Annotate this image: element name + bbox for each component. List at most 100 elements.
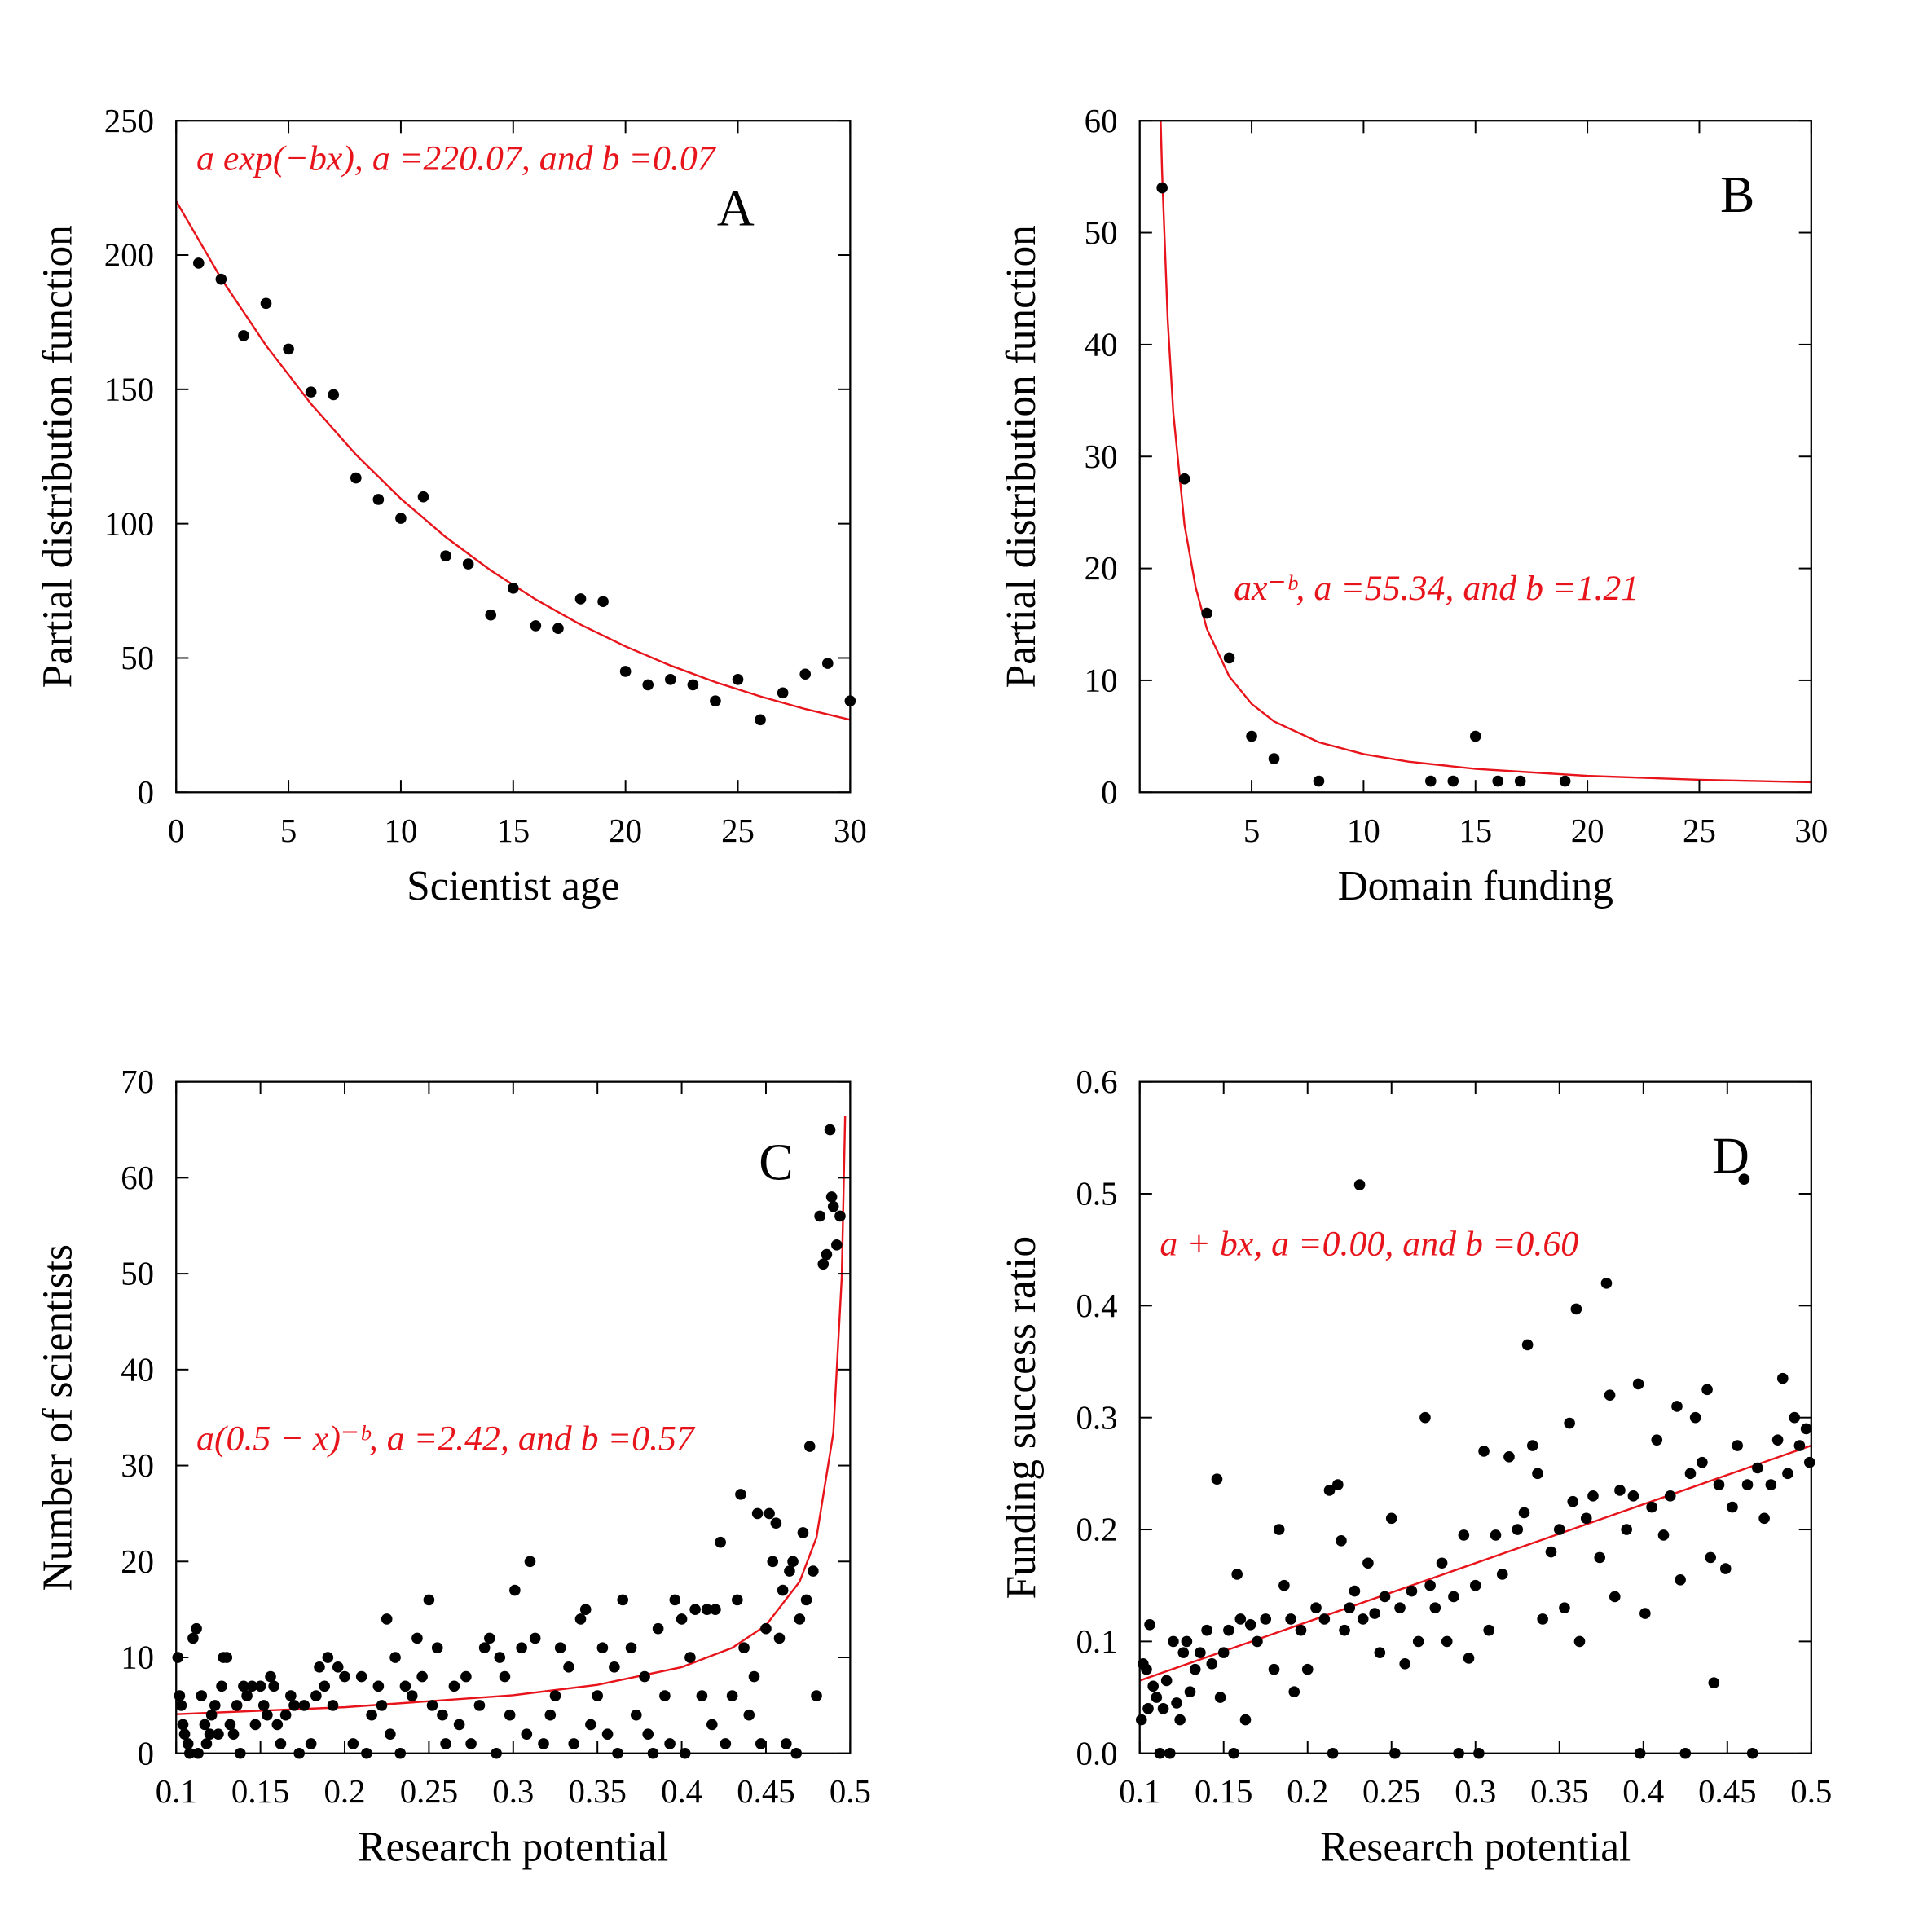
point: [1469, 1579, 1481, 1591]
y-tick-label: 40: [121, 1351, 154, 1388]
y-tick-label: 30: [121, 1447, 154, 1484]
point: [787, 1556, 799, 1568]
point: [784, 1565, 795, 1577]
plot-frame: [1138, 1080, 1812, 1754]
point: [509, 1584, 521, 1596]
point: [574, 1613, 587, 1625]
point: [735, 1489, 746, 1500]
point: [484, 1632, 495, 1644]
point: [196, 1690, 208, 1701]
y-tick-label: 100: [104, 505, 154, 542]
point: [630, 1709, 642, 1721]
point: [1141, 1663, 1152, 1675]
point: [462, 558, 474, 570]
point: [579, 1604, 592, 1615]
point: [524, 1556, 536, 1568]
point: [1268, 753, 1280, 764]
point: [182, 1738, 194, 1749]
point: [530, 620, 542, 632]
point: [215, 273, 227, 285]
point: [257, 1700, 270, 1711]
point: [381, 1613, 393, 1625]
point: [710, 695, 721, 707]
point: [592, 1690, 603, 1701]
point: [1211, 1473, 1223, 1485]
point: [1793, 1440, 1806, 1451]
point: [350, 472, 362, 484]
point: [1171, 1697, 1182, 1709]
point: [1223, 1624, 1234, 1636]
x-tick-label: 30: [1794, 812, 1828, 849]
point: [200, 1738, 213, 1749]
point: [1362, 1557, 1374, 1569]
point: [216, 1680, 227, 1692]
x-tick-label: 0.3: [492, 1773, 534, 1810]
point: [831, 1239, 843, 1251]
point: [1394, 1602, 1406, 1613]
point: [460, 1670, 472, 1683]
point: [1697, 1456, 1708, 1468]
point: [1374, 1647, 1386, 1658]
point: [1664, 1490, 1676, 1502]
x-tick-label: 5: [1243, 812, 1260, 849]
point: [310, 1690, 322, 1701]
point: [597, 596, 609, 608]
point: [554, 1642, 566, 1654]
point: [1144, 1618, 1155, 1631]
y-tick-label: 70: [121, 1063, 154, 1100]
point: [285, 1690, 297, 1701]
point: [465, 1738, 477, 1749]
x-tick-label: 0.4: [661, 1773, 702, 1810]
point: [1651, 1434, 1663, 1446]
x-tick-label: 0.35: [568, 1773, 626, 1810]
x-tick-label: 0.45: [737, 1773, 794, 1810]
point: [1332, 1479, 1344, 1490]
x-tick-label: 0.4: [1622, 1773, 1664, 1810]
point: [494, 1652, 506, 1663]
point: [385, 1728, 396, 1741]
point: [1399, 1658, 1411, 1670]
x-tick-label: 0.5: [830, 1773, 871, 1810]
point: [372, 494, 385, 505]
y-axis-label: Funding success ratio: [998, 1236, 1045, 1599]
point: [1278, 1579, 1290, 1591]
point: [177, 1719, 189, 1731]
point: [794, 1613, 806, 1625]
point: [1234, 1613, 1247, 1625]
point: [1369, 1608, 1380, 1619]
point: [1318, 1613, 1331, 1625]
point: [1223, 652, 1235, 664]
point: [406, 1690, 418, 1701]
point: [755, 714, 766, 726]
point: [824, 1124, 836, 1136]
point: [209, 1700, 221, 1711]
point: [1758, 1512, 1770, 1525]
x-tick-label: 20: [609, 812, 642, 849]
point: [246, 1680, 258, 1692]
point: [568, 1738, 580, 1749]
point: [448, 1680, 460, 1692]
point: [1323, 1485, 1336, 1496]
point: [1789, 1411, 1801, 1424]
point: [1406, 1585, 1418, 1597]
x-axis-label: Domain funding: [1338, 863, 1613, 909]
point: [1675, 1574, 1686, 1586]
point: [1184, 1686, 1196, 1698]
point: [817, 1258, 830, 1270]
y-tick-label: 0.1: [1076, 1623, 1117, 1660]
point: [1344, 1602, 1356, 1613]
point: [437, 1709, 448, 1721]
point: [224, 1719, 236, 1731]
point: [563, 1661, 574, 1673]
point: [1708, 1677, 1720, 1689]
point: [797, 1527, 809, 1538]
point: [767, 1556, 779, 1568]
y-tick-label: 20: [121, 1543, 154, 1580]
point: [1564, 1417, 1575, 1429]
point: [732, 674, 744, 685]
point: [1580, 1512, 1592, 1525]
point: [1503, 1450, 1515, 1463]
x-tick-label: 20: [1571, 812, 1604, 849]
point: [1621, 1524, 1632, 1535]
y-tick-label: 30: [1085, 438, 1118, 475]
